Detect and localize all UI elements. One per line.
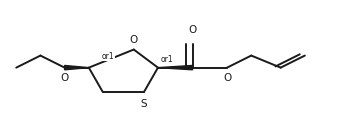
Text: or1: or1: [160, 55, 173, 64]
Text: O: O: [130, 35, 138, 45]
Text: O: O: [60, 73, 69, 83]
Text: or1: or1: [102, 52, 115, 61]
Text: O: O: [188, 25, 197, 35]
Polygon shape: [65, 66, 89, 70]
Text: O: O: [223, 73, 231, 83]
Polygon shape: [158, 66, 193, 70]
Text: S: S: [141, 99, 147, 109]
